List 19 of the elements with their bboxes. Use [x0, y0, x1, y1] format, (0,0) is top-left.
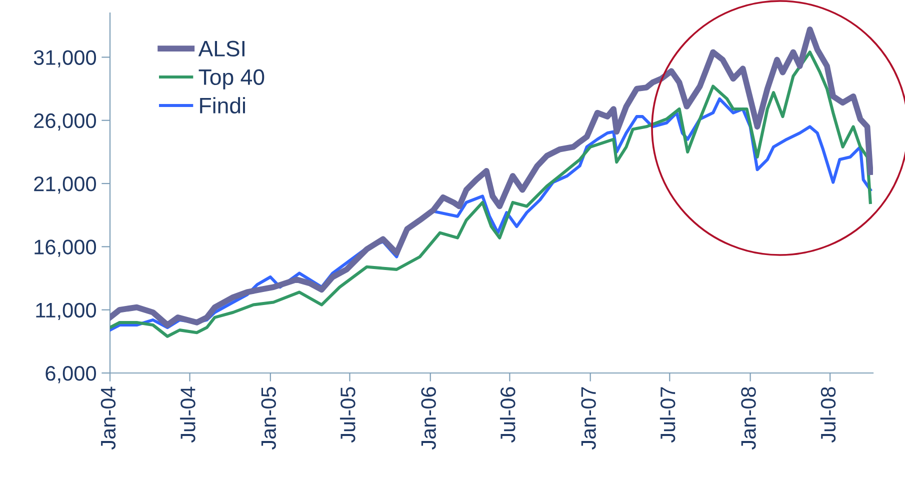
- y-tick-label: 16,000: [34, 240, 96, 257]
- x-tick-label: Jan-07: [581, 387, 596, 450]
- x-tick-label: Jul-08: [820, 387, 836, 443]
- y-tick-label: 21,000: [34, 176, 96, 194]
- x-tick-label: Jul-05: [340, 387, 356, 443]
- x-tick-label: Jan-06: [421, 387, 436, 450]
- x-tick-label: Jan-08: [741, 387, 756, 450]
- y-tick-label: 26,000: [34, 113, 96, 131]
- x-tick-label: Jul-04: [180, 386, 196, 443]
- legend-label: Top 40: [198, 69, 264, 90]
- y-tick-label: 31,000: [34, 50, 96, 68]
- legend-label: Findi: [200, 97, 245, 114]
- y-tick-label: 6,000: [46, 366, 96, 384]
- y-tick-label: 11,000: [36, 302, 96, 320]
- x-tick-label: Jul-06: [500, 387, 516, 443]
- x-tick-label: Jan-04: [100, 386, 116, 450]
- x-tick-label: Jan-05: [261, 387, 276, 450]
- x-tick-label: Jul-07: [660, 387, 676, 443]
- legend-label: ALSI: [198, 40, 244, 57]
